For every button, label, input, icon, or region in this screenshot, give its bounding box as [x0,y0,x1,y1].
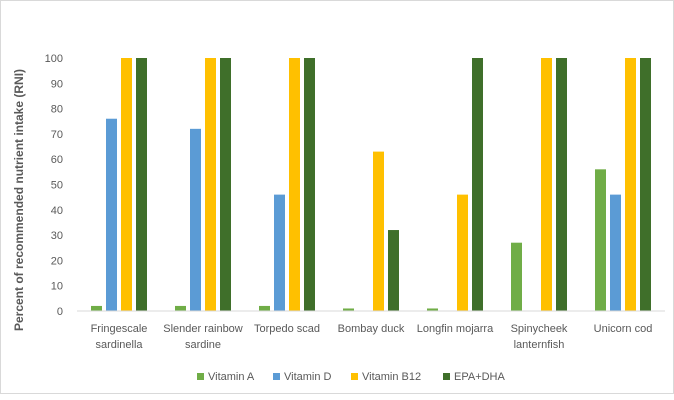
x-tick-label: Slender rainbow [163,323,243,335]
bar-vitamin-b12-6 [625,58,636,311]
x-tick-label: Torpedo scad [254,323,320,335]
x-tick-label: lanternfish [514,339,565,351]
legend-swatch [351,373,358,380]
x-tick-label: sardine [185,339,221,351]
legend-item-vitamin-a: Vitamin A [197,371,255,383]
legend-label: Vitamin B12 [362,371,421,383]
x-tick-label: Spinycheek [511,323,568,335]
legend-swatch [273,373,280,380]
x-tick-label: Bombay duck [338,323,405,335]
y-tick-label: 90 [51,78,63,90]
y-tick-label: 20 [51,255,63,267]
legend-item-epa-dha: EPA+DHA [443,371,506,383]
bar-vitamin-d-0 [106,118,117,311]
x-tick-label: Fringescale [91,323,148,335]
bar-epa-dha-0 [136,58,147,311]
bar-vitamin-a-4 [427,308,438,311]
bar-vitamin-d-2 [274,194,285,311]
y-tick-label: 30 [51,230,63,242]
y-tick-label: 0 [57,306,63,318]
x-tick-label: Longfin mojarra [417,323,494,335]
bar-vitamin-d-1 [190,128,201,311]
bar-vitamin-a-1 [175,305,186,311]
bar-vitamin-b12-4 [457,194,468,311]
bar-epa-dha-3 [388,230,399,311]
bar-vitamin-b12-0 [121,58,132,311]
legend-item-vitamin-b12: Vitamin B12 [351,371,421,383]
bar-vitamin-a-6 [595,169,606,311]
y-tick-label: 60 [51,154,63,166]
bar-vitamin-b12-3 [373,151,384,311]
bar-vitamin-a-5 [511,242,522,311]
bar-epa-dha-2 [304,58,315,311]
bar-epa-dha-1 [220,58,231,311]
x-tick-label: Unicorn cod [594,323,653,335]
y-tick-label: 50 [51,180,63,192]
x-axis: Fringescale sardinella Slender rainbow sard… [91,323,653,351]
bar-epa-dha-4 [472,58,483,311]
bar-chart: Percent of recommended nutrient intake (… [12,53,665,383]
bar-vitamin-a-2 [259,305,270,311]
legend-item-vitamin-d: Vitamin D [273,371,332,383]
y-tick-label: 40 [51,205,63,217]
y-tick-label: 80 [51,104,63,116]
bar-epa-dha-5 [556,58,567,311]
bar-vitamin-a-3 [343,308,354,311]
legend-label: Vitamin D [284,371,332,383]
bar-vitamin-b12-1 [205,58,216,311]
bars [91,58,651,311]
bar-vitamin-d-6 [610,194,621,311]
legend-swatch [443,373,450,380]
y-tick-label: 10 [51,281,63,293]
bar-epa-dha-6 [640,58,651,311]
y-tick-label: 70 [51,129,63,141]
y-axis-label: Percent of recommended nutrient intake (… [12,69,26,331]
y-tick-label: 100 [45,53,63,65]
bar-vitamin-a-0 [91,305,102,311]
legend-swatch [197,373,204,380]
bar-vitamin-b12-5 [541,58,552,311]
legend-label: EPA+DHA [454,371,506,383]
bar-vitamin-b12-2 [289,58,300,311]
y-axis: 0 10 20 30 40 50 60 70 80 90 100 [45,53,63,318]
legend-label: Vitamin A [208,371,255,383]
legend: Vitamin A Vitamin D Vitamin B12 EPA+DHA [197,371,506,383]
x-tick-label: sardinella [95,339,143,351]
